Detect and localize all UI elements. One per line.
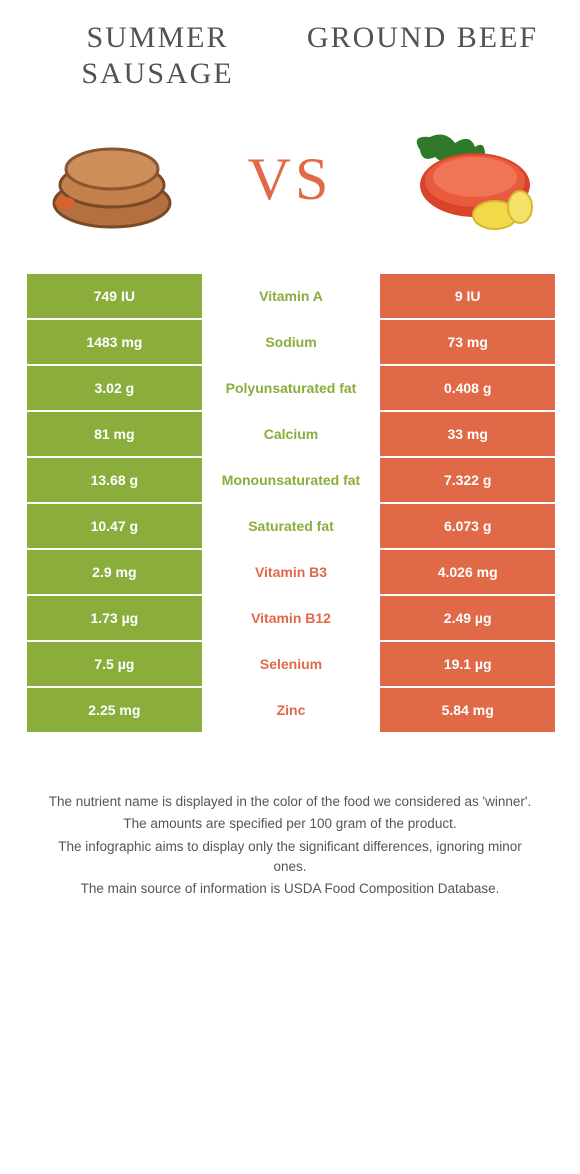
left-value-cell: 749 IU <box>25 272 202 318</box>
nutrient-label-cell: Calcium <box>202 410 379 456</box>
left-value-cell: 3.02 g <box>25 364 202 410</box>
right-value-cell: 73 mg <box>378 318 555 364</box>
nutrient-label-cell: Vitamin B3 <box>202 548 379 594</box>
nutrient-label-cell: Selenium <box>202 640 379 686</box>
footer-line: The nutrient name is displayed in the co… <box>40 792 540 812</box>
right-value-cell: 6.073 g <box>378 502 555 548</box>
header: Summer sausage Ground beef <box>25 20 555 92</box>
left-value-cell: 1483 mg <box>25 318 202 364</box>
vs-label: VS <box>248 145 333 214</box>
nutrient-label-cell: Vitamin B12 <box>202 594 379 640</box>
footer-line: The amounts are specified per 100 gram o… <box>40 814 540 834</box>
nutrient-label-cell: Polyunsaturated fat <box>202 364 379 410</box>
left-value-cell: 7.5 µg <box>25 640 202 686</box>
right-value-cell: 2.49 µg <box>378 594 555 640</box>
left-value-cell: 2.9 mg <box>25 548 202 594</box>
table-row: 2.9 mgVitamin B34.026 mg <box>25 548 555 594</box>
nutrient-label-cell: Saturated fat <box>202 502 379 548</box>
table-row: 1483 mgSodium73 mg <box>25 318 555 364</box>
right-food-title: Ground beef <box>290 20 555 92</box>
footer-line: The infographic aims to display only the… <box>40 837 540 878</box>
right-value-cell: 5.84 mg <box>378 686 555 732</box>
table-row: 1.73 µgVitamin B122.49 µg <box>25 594 555 640</box>
nutrient-label-cell: Zinc <box>202 686 379 732</box>
right-value-cell: 4.026 mg <box>378 548 555 594</box>
sausage-image <box>35 122 190 237</box>
left-value-cell: 1.73 µg <box>25 594 202 640</box>
right-value-cell: 0.408 g <box>378 364 555 410</box>
left-value-cell: 81 mg <box>25 410 202 456</box>
table-row: 81 mgCalcium33 mg <box>25 410 555 456</box>
nutrient-label-cell: Monounsaturated fat <box>202 456 379 502</box>
nutrient-comparison-table: 749 IUVitamin A9 IU1483 mgSodium73 mg3.0… <box>25 272 555 732</box>
nutrient-label-cell: Vitamin A <box>202 272 379 318</box>
table-row: 10.47 gSaturated fat6.073 g <box>25 502 555 548</box>
left-value-cell: 10.47 g <box>25 502 202 548</box>
left-food-title: Summer sausage <box>25 20 290 92</box>
table-row: 13.68 gMonounsaturated fat7.322 g <box>25 456 555 502</box>
right-value-cell: 7.322 g <box>378 456 555 502</box>
footer-notes: The nutrient name is displayed in the co… <box>25 792 555 899</box>
right-value-cell: 19.1 µg <box>378 640 555 686</box>
left-value-cell: 13.68 g <box>25 456 202 502</box>
ground-beef-image <box>390 122 545 237</box>
table-row: 749 IUVitamin A9 IU <box>25 272 555 318</box>
nutrient-label-cell: Sodium <box>202 318 379 364</box>
right-value-cell: 33 mg <box>378 410 555 456</box>
table-row: 2.25 mgZinc5.84 mg <box>25 686 555 732</box>
table-row: 3.02 gPolyunsaturated fat0.408 g <box>25 364 555 410</box>
right-value-cell: 9 IU <box>378 272 555 318</box>
hero-row: VS <box>25 122 555 237</box>
table-row: 7.5 µgSelenium19.1 µg <box>25 640 555 686</box>
left-value-cell: 2.25 mg <box>25 686 202 732</box>
footer-line: The main source of information is USDA F… <box>40 879 540 899</box>
